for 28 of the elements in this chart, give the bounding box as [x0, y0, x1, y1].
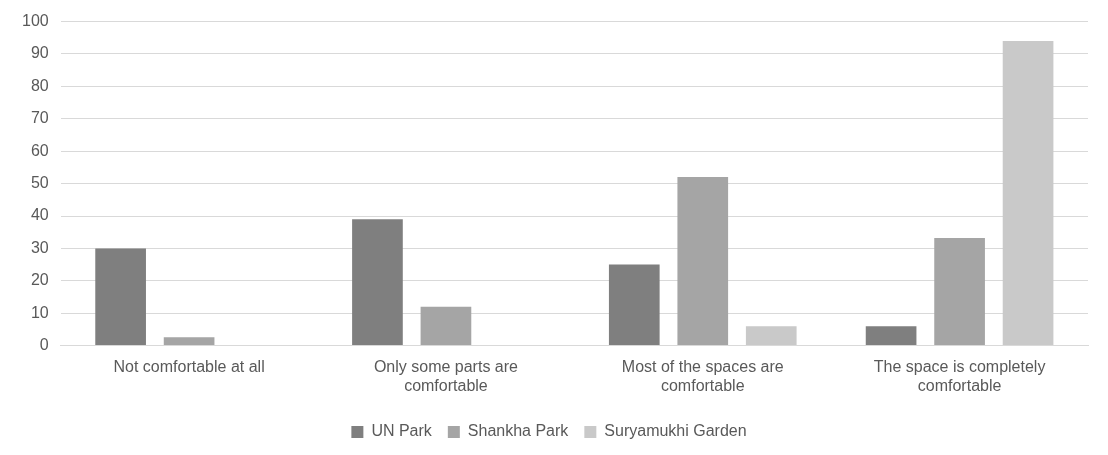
bar [608, 264, 660, 346]
bar [1002, 41, 1054, 346]
bar [352, 219, 403, 346]
y-tick-label: 70 [30, 109, 49, 127]
x-tick-label: The space is completely comfortable [873, 357, 1046, 394]
y-tick-label: 50 [30, 174, 49, 192]
bar [163, 337, 215, 346]
bar [865, 326, 917, 346]
bar [95, 248, 146, 346]
bar [420, 306, 472, 346]
y-tick-label: 10 [30, 303, 49, 321]
x-tick-label: Only some parts are comfortable [373, 357, 519, 394]
y-tick-label: 20 [30, 271, 49, 289]
legend-label: Suryamukhi Garden [604, 422, 747, 440]
y-tick-label: 100 [21, 12, 49, 30]
bar [934, 238, 985, 346]
legend-label: UN Park [371, 422, 433, 440]
y-tick-label: 30 [30, 238, 49, 256]
bar [745, 326, 797, 346]
y-tick-label: 80 [30, 76, 49, 94]
legend-label: Shankha Park [467, 422, 570, 440]
x-tick-label: Most of the spaces are comfortable [621, 357, 784, 394]
bar [677, 177, 729, 346]
x-tick-label: Not comfortable at all [113, 357, 265, 375]
y-tick-label: 60 [30, 141, 49, 159]
y-tick-label: 90 [30, 44, 49, 62]
y-tick-label: 0 [39, 336, 49, 354]
y-tick-label: 40 [30, 206, 49, 224]
